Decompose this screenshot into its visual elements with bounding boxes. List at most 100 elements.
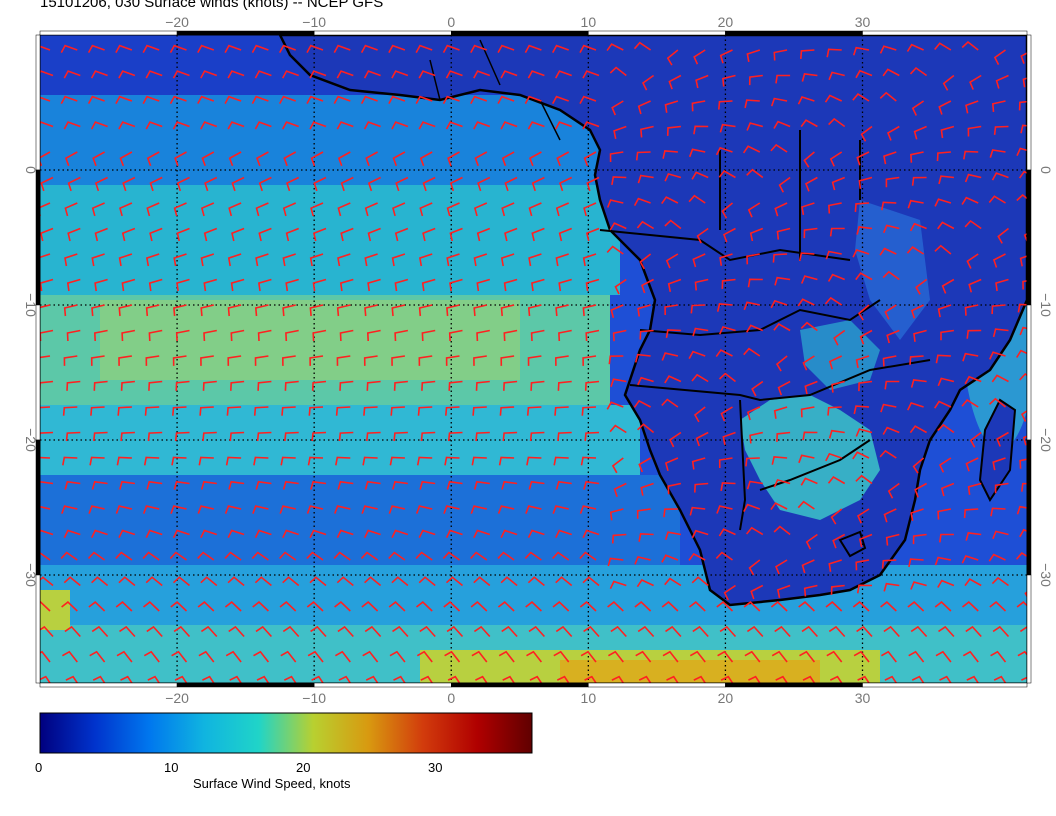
wind-barb — [804, 380, 818, 395]
wind-barb — [60, 44, 78, 53]
wind-barb — [830, 508, 843, 525]
wind-barb — [663, 508, 678, 518]
wind-barb — [912, 533, 927, 545]
wind-barb — [530, 380, 545, 391]
wind-barb — [879, 247, 897, 256]
wind-barb — [908, 650, 925, 663]
wind-barb — [422, 176, 436, 192]
lon-tick-bar — [313, 30, 452, 36]
wind-barb — [669, 431, 682, 448]
wind-barb — [394, 329, 409, 342]
wind-barb — [555, 304, 569, 317]
wind-barb — [1018, 170, 1027, 179]
wind-barb — [716, 303, 733, 312]
wind-barb — [961, 40, 979, 51]
wind-barb — [633, 197, 651, 206]
wind-barb — [91, 202, 105, 217]
wind-barb — [830, 584, 845, 595]
wind-barb — [614, 278, 627, 295]
wind-barb — [694, 482, 709, 493]
wind-barb — [146, 480, 163, 490]
wind-barb — [667, 482, 682, 495]
wind-barb — [666, 49, 679, 66]
wind-barb — [579, 44, 597, 53]
wind-barb — [693, 406, 706, 423]
wind-barb — [640, 125, 654, 138]
wind-barb — [117, 406, 132, 416]
wind-barb — [417, 406, 433, 416]
wind-barb — [991, 304, 1006, 315]
wind-barb — [224, 95, 242, 104]
wind-barb — [145, 121, 163, 130]
wind-barb — [554, 406, 569, 416]
wind-barb — [584, 431, 600, 442]
wind-barb — [497, 551, 515, 561]
colorbar-tick-0: 0 — [35, 760, 43, 775]
wind-barb — [556, 675, 570, 683]
wind-barb — [91, 253, 105, 267]
wind-barb — [142, 551, 160, 561]
wind-barb — [367, 227, 381, 242]
wind-barb — [771, 456, 788, 465]
wind-barb — [446, 480, 463, 490]
wind-barb — [637, 304, 651, 317]
wind-barb — [805, 533, 818, 550]
wind-barb — [198, 650, 215, 663]
wind-barb — [390, 406, 405, 416]
wind-barb — [443, 601, 461, 612]
wind-barb — [306, 95, 324, 104]
lon-tick-label: −20 — [165, 690, 189, 706]
wind-barb — [938, 175, 954, 185]
wind-barb — [852, 451, 870, 460]
wind-barb — [855, 428, 873, 437]
wind-barb — [500, 304, 515, 317]
wind-barb — [856, 151, 870, 166]
wind-barb — [689, 506, 706, 516]
wind-barb — [227, 304, 242, 317]
wind-barb — [856, 226, 873, 235]
wind-barb — [336, 529, 354, 539]
wind-barb — [800, 49, 815, 59]
wind-barb — [879, 91, 897, 102]
wind-barb — [90, 406, 105, 416]
wind-barb — [225, 456, 242, 466]
lat-tick-label: −30 — [1038, 563, 1054, 587]
wind-barb — [91, 304, 105, 317]
map-title: 15101206, 030 Surface winds (knots) -- N… — [40, 0, 384, 11]
wind-barbs — [40, 40, 1027, 683]
wind-barb — [797, 96, 815, 105]
wind-barb — [961, 555, 979, 564]
wind-barb — [445, 406, 460, 416]
wind-barb — [231, 227, 245, 242]
wind-barb — [475, 431, 490, 442]
wind-barb — [253, 456, 269, 466]
wind-barb — [715, 551, 733, 561]
wind-barb — [448, 380, 463, 391]
wind-barb — [611, 100, 624, 116]
wind-barb — [497, 505, 515, 514]
wind-barb — [173, 625, 191, 638]
wind-barb — [776, 227, 791, 240]
wind-barb — [831, 176, 846, 191]
wind-barb — [91, 480, 108, 490]
wind-barb — [991, 172, 1009, 181]
wind-barb — [857, 304, 870, 321]
wind-barb — [665, 253, 679, 269]
wind-barb — [388, 551, 406, 561]
wind-barb — [338, 675, 352, 683]
wind-barb — [583, 151, 597, 167]
wind-barb — [283, 151, 297, 167]
wind-barb — [200, 121, 218, 130]
wind-barb — [254, 70, 272, 79]
wind-barb — [610, 378, 627, 388]
wind-barb — [693, 125, 709, 135]
wind-barb — [62, 456, 78, 466]
wind-barb — [584, 675, 597, 683]
wind-barb — [940, 125, 955, 139]
wind-barb — [224, 44, 242, 53]
wind-barb — [227, 355, 242, 366]
wind-barb — [446, 202, 460, 217]
wind-barb — [228, 202, 242, 217]
wind-barb — [391, 355, 406, 366]
wind-barb — [824, 94, 843, 103]
